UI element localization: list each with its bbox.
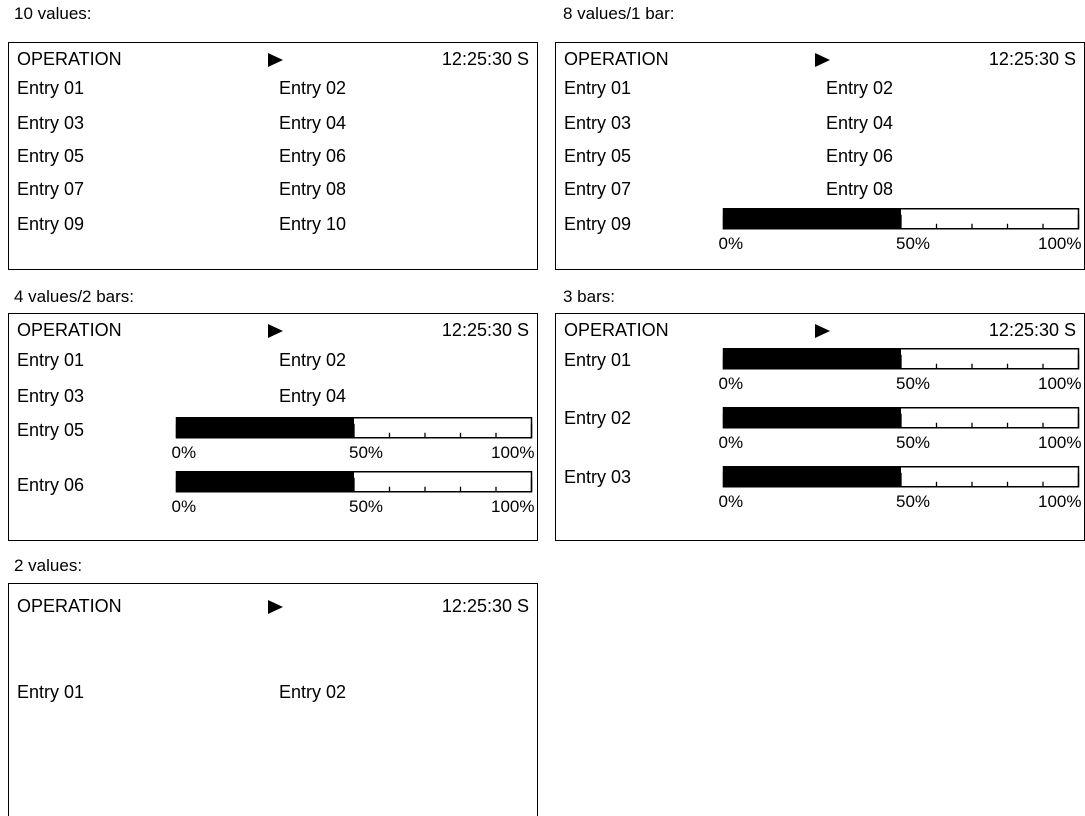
scale-label-min: 0% [172, 497, 197, 516]
mode-label: OPERATION [17, 320, 122, 340]
bar-gauge-entry-01: 0% 50% 100% [719, 348, 1082, 400]
scale-label-max: 100% [1038, 374, 1081, 393]
bar-gauge-svg: 0% 50% 100% [719, 348, 1082, 393]
bar-gauge-svg: 0% 50% 100% [719, 466, 1082, 511]
entry-03-label: Entry 03 [17, 113, 85, 133]
entry-06-label: Entry 06 [279, 146, 347, 166]
entry-07-label: Entry 07 [17, 179, 85, 199]
display-panel-8-values-1-bar: OPERATION 12:25:30 S Entry 01 Entry 02 E… [555, 42, 1085, 270]
entry-09-label: Entry 09 [17, 214, 85, 234]
entry-06-label: Entry 06 [17, 475, 85, 495]
entry-02-label: Entry 02 [826, 78, 894, 98]
scale-label-mid: 50% [896, 492, 930, 511]
mode-label: OPERATION [17, 49, 122, 69]
scale-label-max: 100% [491, 443, 534, 462]
scale-label-min: 0% [719, 374, 744, 393]
bar-gauge-entry-02: 0% 50% 100% [719, 407, 1082, 459]
time-label: 12:25:30 S [988, 49, 1076, 69]
play-icon [268, 53, 283, 67]
scale-label-mid: 50% [896, 234, 930, 253]
entry-10-label: Entry 10 [279, 214, 347, 234]
scale-label-max: 100% [491, 497, 534, 516]
scale-label-min: 0% [719, 492, 744, 511]
scale-label-max: 100% [1038, 492, 1081, 511]
scale-label-mid: 50% [896, 433, 930, 452]
display-panel-3-bars: OPERATION 12:25:30 S Entry 01 0% 50% 100% … [555, 313, 1085, 541]
scale-label-max: 100% [1038, 433, 1081, 452]
entry-02-label: Entry 02 [564, 408, 632, 428]
entry-03-label: Entry 03 [564, 113, 632, 133]
entry-01-label: Entry 01 [564, 350, 632, 370]
bar-fill [176, 471, 354, 492]
caption-3-bars: 3 bars: [563, 287, 615, 306]
entry-08-label: Entry 08 [826, 179, 894, 199]
play-icon [268, 324, 283, 338]
caption-4-values-2-bars: 4 values/2 bars: [14, 287, 135, 306]
entry-05-label: Entry 05 [17, 420, 85, 440]
scale-label-mid: 50% [896, 374, 930, 393]
entry-02-label: Entry 02 [279, 78, 347, 98]
bar-gauge-entry-09: 0% 50% 100% [719, 208, 1082, 260]
entry-04-label: Entry 04 [279, 386, 347, 406]
caption-2-values: 2 values: [14, 556, 83, 575]
bar-gauge-svg: 0% 50% 100% [719, 208, 1082, 253]
bar-fill [723, 208, 901, 229]
entry-06-label: Entry 06 [826, 146, 894, 166]
scale-label-min: 0% [172, 443, 197, 462]
scale-label-mid: 50% [349, 443, 383, 462]
entry-05-label: Entry 05 [564, 146, 632, 166]
entry-03-label: Entry 03 [17, 386, 85, 406]
entry-08-label: Entry 08 [279, 179, 347, 199]
entry-02-label: Entry 02 [279, 350, 347, 370]
time-label: 12:25:30 S [441, 596, 529, 616]
mode-label: OPERATION [17, 596, 122, 616]
scale-label-min: 0% [719, 433, 744, 452]
entry-07-label: Entry 07 [564, 179, 632, 199]
time-label: 12:25:30 S [441, 320, 529, 340]
bar-fill [723, 407, 901, 428]
time-label: 12:25:30 S [988, 320, 1076, 340]
display-panel-4-values-2-bars: OPERATION 12:25:30 S Entry 01 Entry 02 E… [8, 313, 538, 541]
scale-label-mid: 50% [349, 497, 383, 516]
play-icon [268, 600, 283, 614]
entry-09-label: Entry 09 [564, 214, 632, 234]
time-label: 12:25:30 S [441, 49, 529, 69]
scale-label-max: 100% [1038, 234, 1081, 253]
scale-label-min: 0% [719, 234, 744, 253]
mode-label: OPERATION [564, 49, 669, 69]
mode-label: OPERATION [564, 320, 669, 340]
play-icon [815, 324, 830, 338]
entry-01-label: Entry 01 [17, 78, 85, 98]
entry-01-label: Entry 01 [17, 682, 85, 702]
bar-gauge-svg: 0% 50% 100% [172, 417, 535, 462]
entry-02-label: Entry 02 [279, 682, 347, 702]
bar-gauge-svg: 0% 50% 100% [172, 471, 535, 516]
entry-01-label: Entry 01 [17, 350, 85, 370]
bar-gauge-entry-05: 0% 50% 100% [172, 417, 535, 469]
display-panel-2-values: OPERATION 12:25:30 S Entry 01 Entry 02 [8, 583, 538, 816]
caption-10-values: 10 values: [14, 4, 92, 23]
bar-gauge-svg: 0% 50% 100% [719, 407, 1082, 452]
bar-gauge-entry-06: 0% 50% 100% [172, 471, 535, 523]
bar-fill [723, 466, 901, 487]
bar-gauge-entry-03: 0% 50% 100% [719, 466, 1082, 518]
bar-fill [176, 417, 354, 438]
play-icon [815, 53, 830, 67]
caption-8-values-1-bar: 8 values/1 bar: [563, 4, 675, 23]
entry-01-label: Entry 01 [564, 78, 632, 98]
entry-04-label: Entry 04 [279, 113, 347, 133]
entry-03-label: Entry 03 [564, 467, 632, 487]
entry-05-label: Entry 05 [17, 146, 85, 166]
display-panel-10-values: OPERATION 12:25:30 S Entry 01 Entry 02 E… [8, 42, 538, 270]
bar-fill [723, 348, 901, 369]
entry-04-label: Entry 04 [826, 113, 894, 133]
